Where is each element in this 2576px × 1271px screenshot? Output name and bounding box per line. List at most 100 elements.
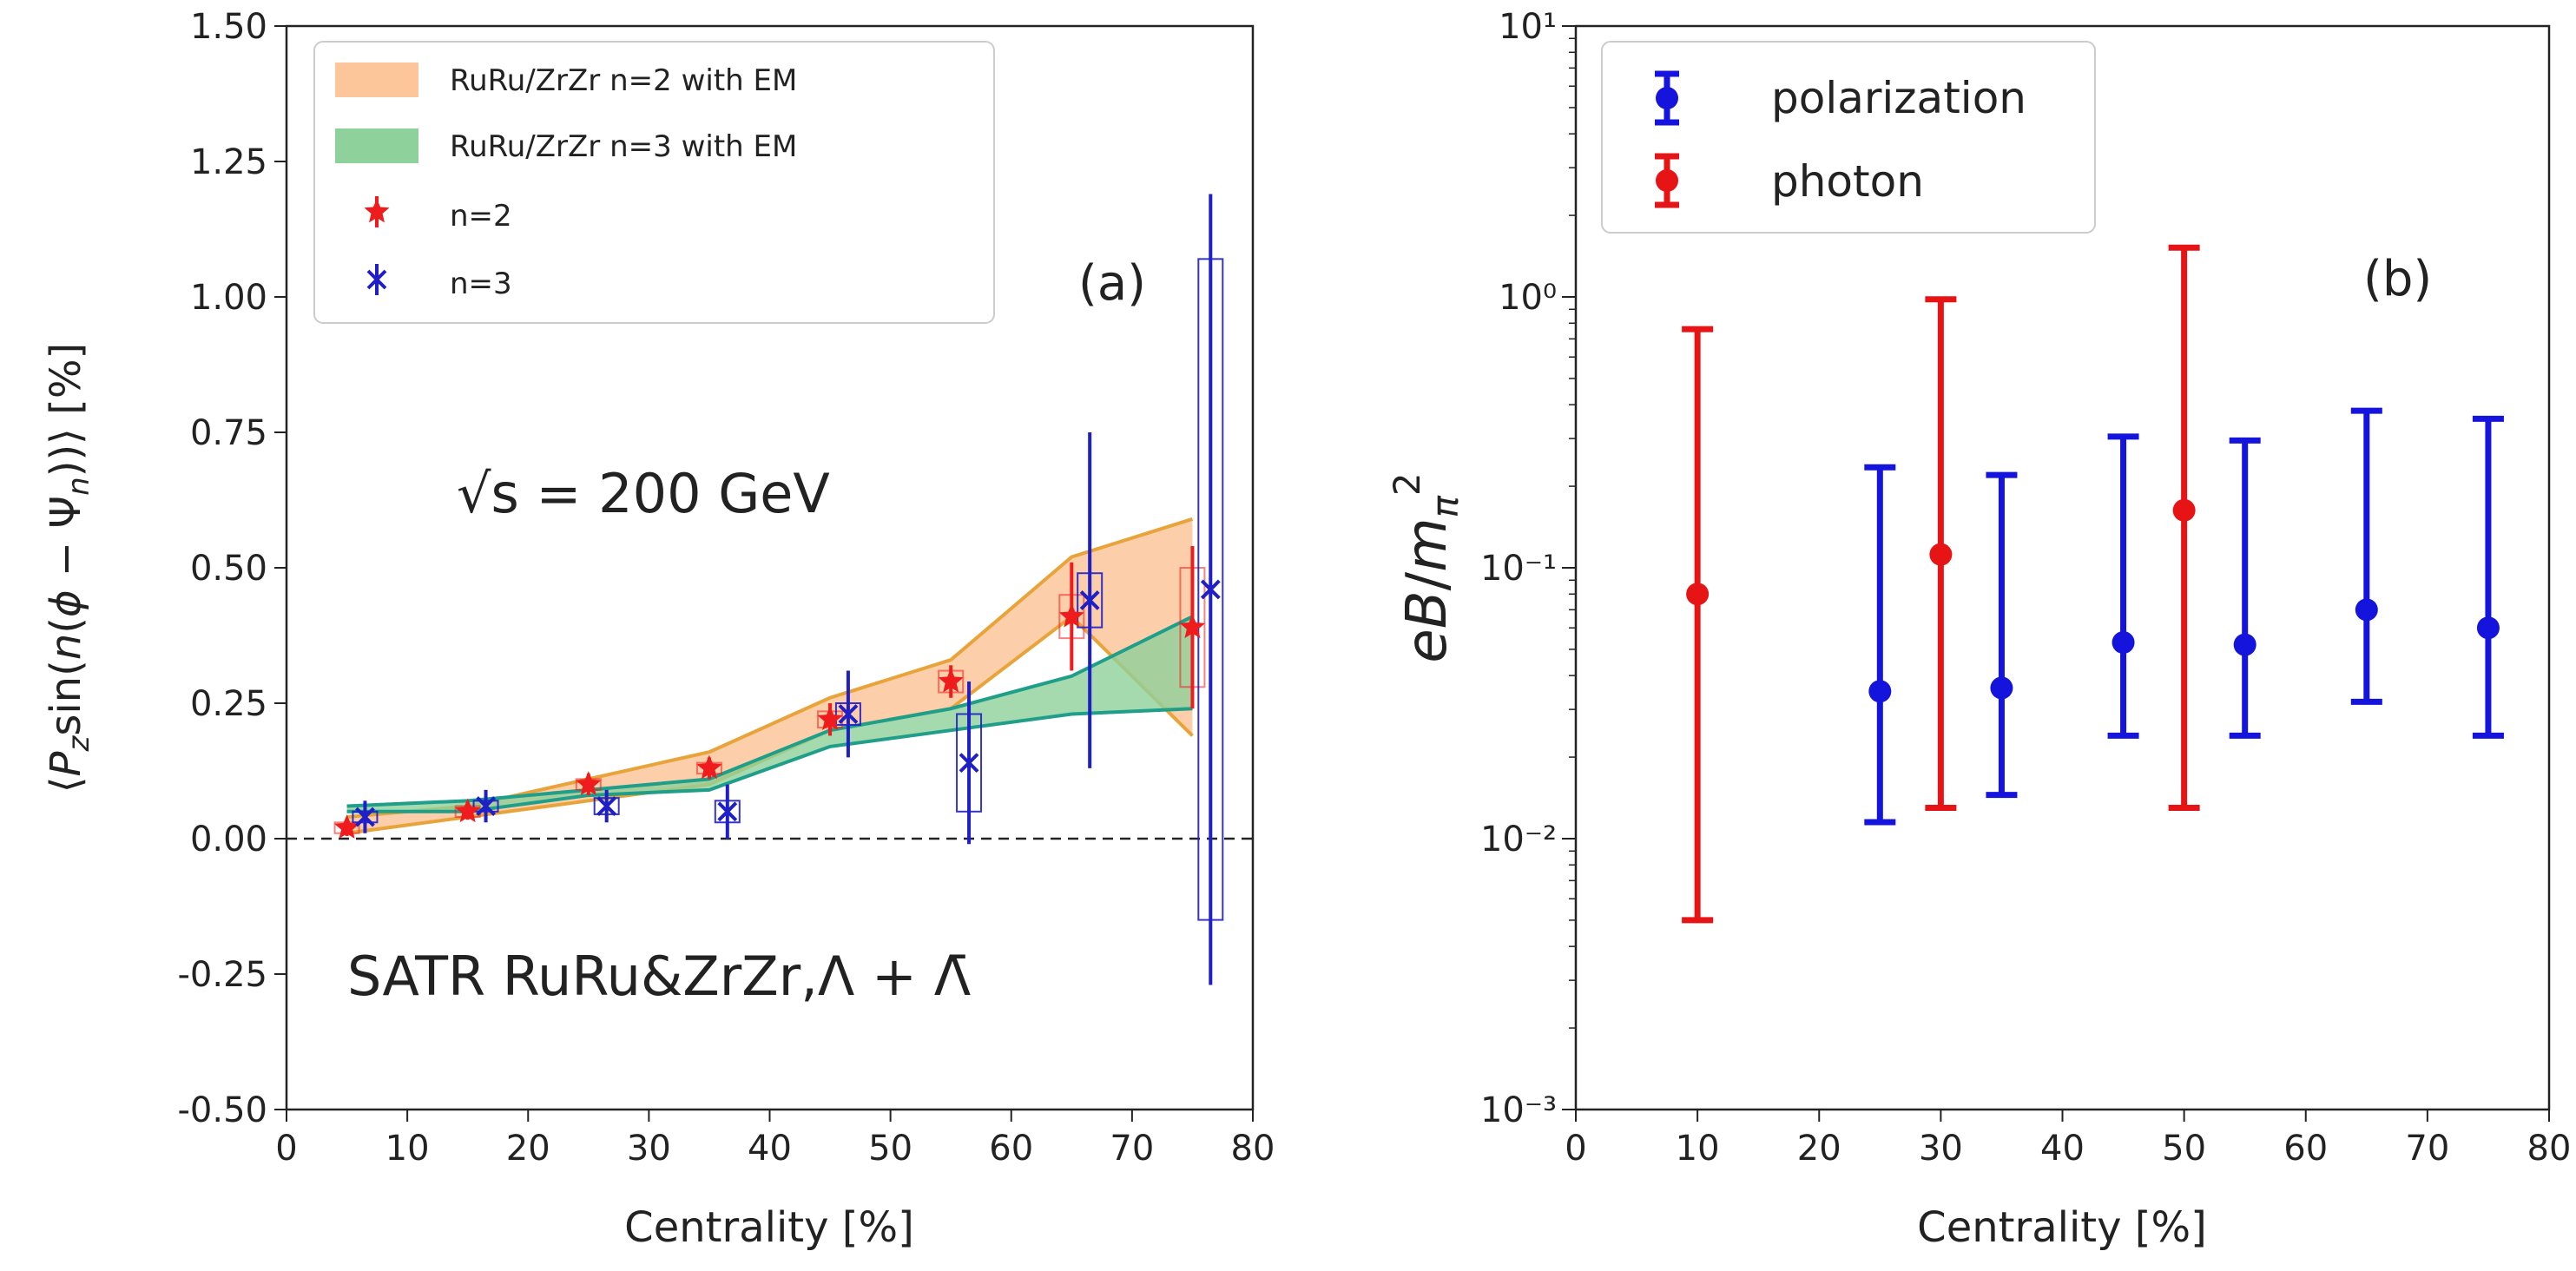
data-points-a bbox=[333, 194, 1224, 985]
point-n3-46.5 bbox=[838, 704, 859, 724]
point-n3-66.5 bbox=[1079, 590, 1100, 610]
legend-swatch-band-n2 bbox=[335, 63, 418, 97]
point-n3-26.5 bbox=[596, 796, 617, 816]
x-tick-label-a-50: 50 bbox=[868, 1129, 912, 1169]
point-polarization-55 bbox=[2233, 633, 2256, 656]
x-tick-label-b-70: 70 bbox=[2405, 1129, 2449, 1169]
point-n3-46.5-stroke-2 bbox=[838, 704, 859, 724]
legend-x-n3 bbox=[366, 269, 387, 290]
system-annotation: SATR RuRu&ZrZr,Λ + Λ̄ bbox=[347, 945, 971, 1008]
point-polarization-35 bbox=[1990, 676, 2013, 700]
point-polarization-65 bbox=[2355, 598, 2378, 622]
y-tick-label-a-0.50: 0.50 bbox=[190, 549, 267, 589]
panel-tag-a: (a) bbox=[1078, 255, 1146, 312]
y-tick-label-a-1.50: 1.50 bbox=[190, 7, 267, 47]
x-ticks-a: 0 10 20 30 40 50 60 70 80 bbox=[275, 1110, 1275, 1169]
x-tick-label-b-30: 30 bbox=[1919, 1129, 1963, 1169]
legend-label-band-n3: RuRu/ZrZr n=3 with EM bbox=[450, 129, 797, 164]
y-tick-label-b-0: 10⁻³ bbox=[1480, 1090, 1557, 1130]
x-tick-label-b-80: 80 bbox=[2527, 1129, 2572, 1169]
x-tick-label-b-10: 10 bbox=[1676, 1129, 1720, 1169]
y-tick-label-a-0.25: 0.25 bbox=[190, 684, 267, 724]
x-tick-label-b-60: 60 bbox=[2283, 1129, 2328, 1169]
legend-x-n3-stroke-2 bbox=[366, 269, 387, 290]
point-n3-36.5-stroke-2 bbox=[717, 801, 738, 822]
y-tick-label-a-1.00: 1.00 bbox=[190, 278, 267, 318]
band-n3-fill bbox=[346, 616, 1193, 812]
legend-dot-polarization bbox=[1656, 87, 1678, 109]
legend-frame-a bbox=[313, 41, 995, 324]
legend-dot-photon bbox=[1656, 169, 1678, 192]
point-n3-56.5 bbox=[959, 753, 979, 774]
x-tick-label-b-40: 40 bbox=[2040, 1129, 2085, 1169]
y-tick-label-a-0.00: 0.00 bbox=[190, 820, 267, 859]
legend-a: RuRu/ZrZr n=2 with EM RuRu/ZrZr n=3 with… bbox=[313, 41, 995, 324]
point-polarization-25 bbox=[1868, 680, 1892, 703]
point-n3-26.5-stroke-2 bbox=[596, 796, 617, 816]
legend-star-n2 bbox=[364, 198, 390, 223]
point-n2-35 bbox=[696, 754, 722, 780]
y-tick-label-a-1.25: 1.25 bbox=[190, 142, 267, 182]
point-n3-76.5-stroke-2 bbox=[1200, 579, 1221, 600]
y-tick-label-b-4: 10¹ bbox=[1499, 7, 1557, 47]
point-n3-6.5-stroke-2 bbox=[355, 807, 375, 827]
legend-marker-polarization bbox=[1655, 70, 1679, 126]
x-tick-label-a-70: 70 bbox=[1110, 1129, 1154, 1169]
x-tick-label-b-20: 20 bbox=[1797, 1129, 1841, 1169]
x-tick-label-a-10: 10 bbox=[385, 1129, 430, 1169]
y-tick-label-a--0.25: -0.25 bbox=[178, 955, 268, 995]
x-tick-label-b-0: 0 bbox=[1565, 1129, 1586, 1169]
point-n3-6.5 bbox=[355, 807, 375, 827]
y-tick-label-b-2: 10⁻¹ bbox=[1480, 549, 1557, 589]
point-photon-30 bbox=[1929, 543, 1953, 566]
y-axis-label-b: eB/mπ2 bbox=[1386, 472, 1466, 662]
band-n3-upper-edge bbox=[346, 615, 1194, 808]
legend-marker-n2 bbox=[364, 196, 390, 227]
y-tick-label-b-1: 10⁻² bbox=[1480, 820, 1557, 859]
x-tick-label-b-50: 50 bbox=[2162, 1129, 2206, 1169]
legend-frame-b bbox=[1601, 41, 2096, 234]
legend-swatch-band-n3 bbox=[335, 128, 418, 163]
point-n3-16.5 bbox=[476, 796, 496, 816]
legend-label-band-n2: RuRu/ZrZr n=2 with EM bbox=[450, 63, 797, 98]
x-tick-label-a-60: 60 bbox=[989, 1129, 1033, 1169]
legend-marker-photon bbox=[1655, 153, 1679, 208]
point-polarization-75 bbox=[2476, 616, 2500, 640]
band-n2-fill bbox=[346, 518, 1193, 833]
point-n2-25 bbox=[576, 771, 602, 795]
x-axis-label-b: Centrality [%] bbox=[1917, 1203, 2207, 1252]
point-n3-76.5 bbox=[1200, 579, 1221, 600]
y-tick-label-b-3: 10⁰ bbox=[1499, 278, 1557, 318]
point-n2-45 bbox=[817, 706, 843, 731]
point-n3-16.5-stroke-2 bbox=[476, 796, 496, 816]
y-tick-label-a--0.50: -0.50 bbox=[178, 1090, 268, 1130]
panel-tag-b: (b) bbox=[2363, 251, 2432, 307]
panel-b: 0 10 20 30 40 50 60 70 80 10⁻³ 10⁻² 10⁻¹ 10⁰ 10¹ Cen… bbox=[1386, 7, 2571, 1252]
point-n2-75 bbox=[1179, 614, 1206, 639]
y-tick-label-a-0.75: 0.75 bbox=[190, 413, 267, 453]
legend-label-n2: n=2 bbox=[450, 199, 512, 234]
legend-b: polarization photon bbox=[1601, 41, 2096, 234]
x-tick-label-a-40: 40 bbox=[748, 1129, 792, 1169]
data-points-b bbox=[1682, 244, 2504, 924]
y-ticks-b: 10⁻³ 10⁻² 10⁻¹ 10⁰ 10¹ bbox=[1480, 7, 1576, 1130]
legend-marker-n3 bbox=[366, 264, 387, 295]
point-photon-50 bbox=[2172, 498, 2196, 522]
point-photon-10 bbox=[1686, 583, 1710, 606]
y-axis-label-a: ⟨Pzsin(n(ϕ − Ψn))⟩ [%] bbox=[42, 343, 96, 793]
legend-label-n3: n=3 bbox=[450, 267, 512, 301]
x-ticks-b: 0 10 20 30 40 50 60 70 80 bbox=[1565, 1110, 2571, 1169]
point-n3-56.5-stroke-2 bbox=[959, 753, 979, 774]
legend-label-polarization: polarization bbox=[1771, 73, 2026, 123]
point-n3-36.5 bbox=[717, 801, 738, 822]
x-tick-label-a-0: 0 bbox=[275, 1129, 297, 1169]
point-n3-66.5-stroke-2 bbox=[1079, 590, 1100, 610]
y-ticks-a: -0.50 -0.25 0.00 0.25 0.50 0.75 1.00 1.25 1.50 bbox=[178, 7, 287, 1130]
legend-label-photon: photon bbox=[1771, 156, 1924, 207]
model-bands bbox=[346, 517, 1194, 835]
x-axis-label-a: Centrality [%] bbox=[624, 1203, 914, 1252]
x-tick-label-a-30: 30 bbox=[627, 1129, 671, 1169]
panel-a: 0 10 20 30 40 50 60 70 80 -0.50 -0.25 0.00 0.25 0.50… bbox=[42, 7, 1275, 1252]
x-tick-label-a-80: 80 bbox=[1231, 1129, 1275, 1169]
